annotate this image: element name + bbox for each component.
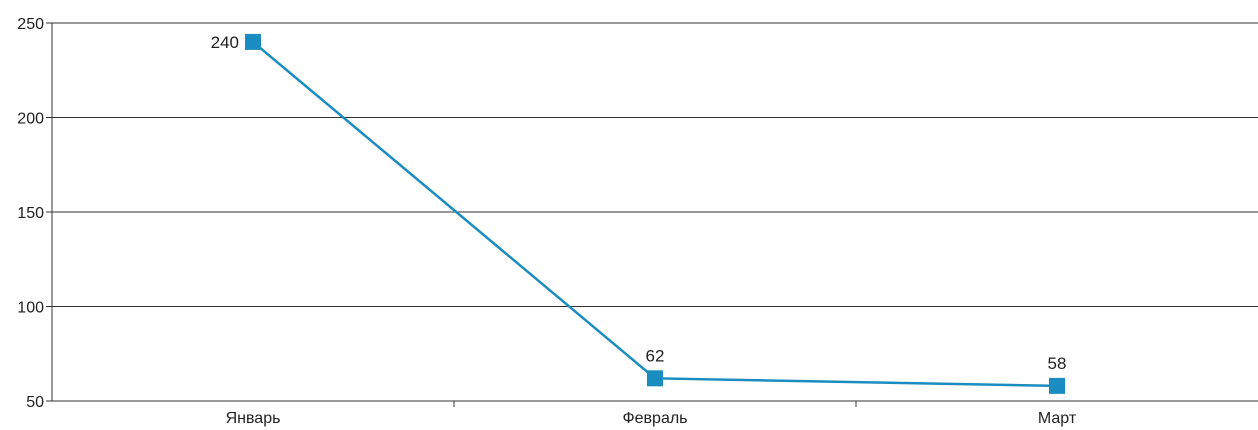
data-point-marker [245, 33, 261, 50]
series-layer [245, 33, 1065, 394]
y-tick-label: 50 [26, 394, 44, 411]
gridlines [52, 22, 1258, 307]
data-label: 62 [646, 346, 665, 365]
axes [46, 22, 1258, 407]
x-tick-label: Январь [226, 410, 281, 427]
data-label: 58 [1048, 354, 1067, 373]
data-labels: 240 62 58 [211, 33, 1067, 373]
data-label: 240 [211, 33, 239, 52]
y-tick-labels: 50 100 150 200 250 [17, 16, 44, 411]
data-point-marker [1049, 377, 1065, 394]
y-tick-label: 250 [17, 16, 44, 33]
data-point-marker [647, 370, 663, 387]
y-tick-label: 100 [17, 300, 44, 317]
series-line [252, 40, 1058, 388]
y-tick-label: 200 [17, 111, 44, 128]
x-tick-label: Март [1038, 410, 1077, 427]
x-tick-labels: Январь Февраль Март [226, 410, 1077, 427]
y-tick-label: 150 [17, 205, 44, 222]
x-tick-label: Февраль [622, 410, 687, 427]
